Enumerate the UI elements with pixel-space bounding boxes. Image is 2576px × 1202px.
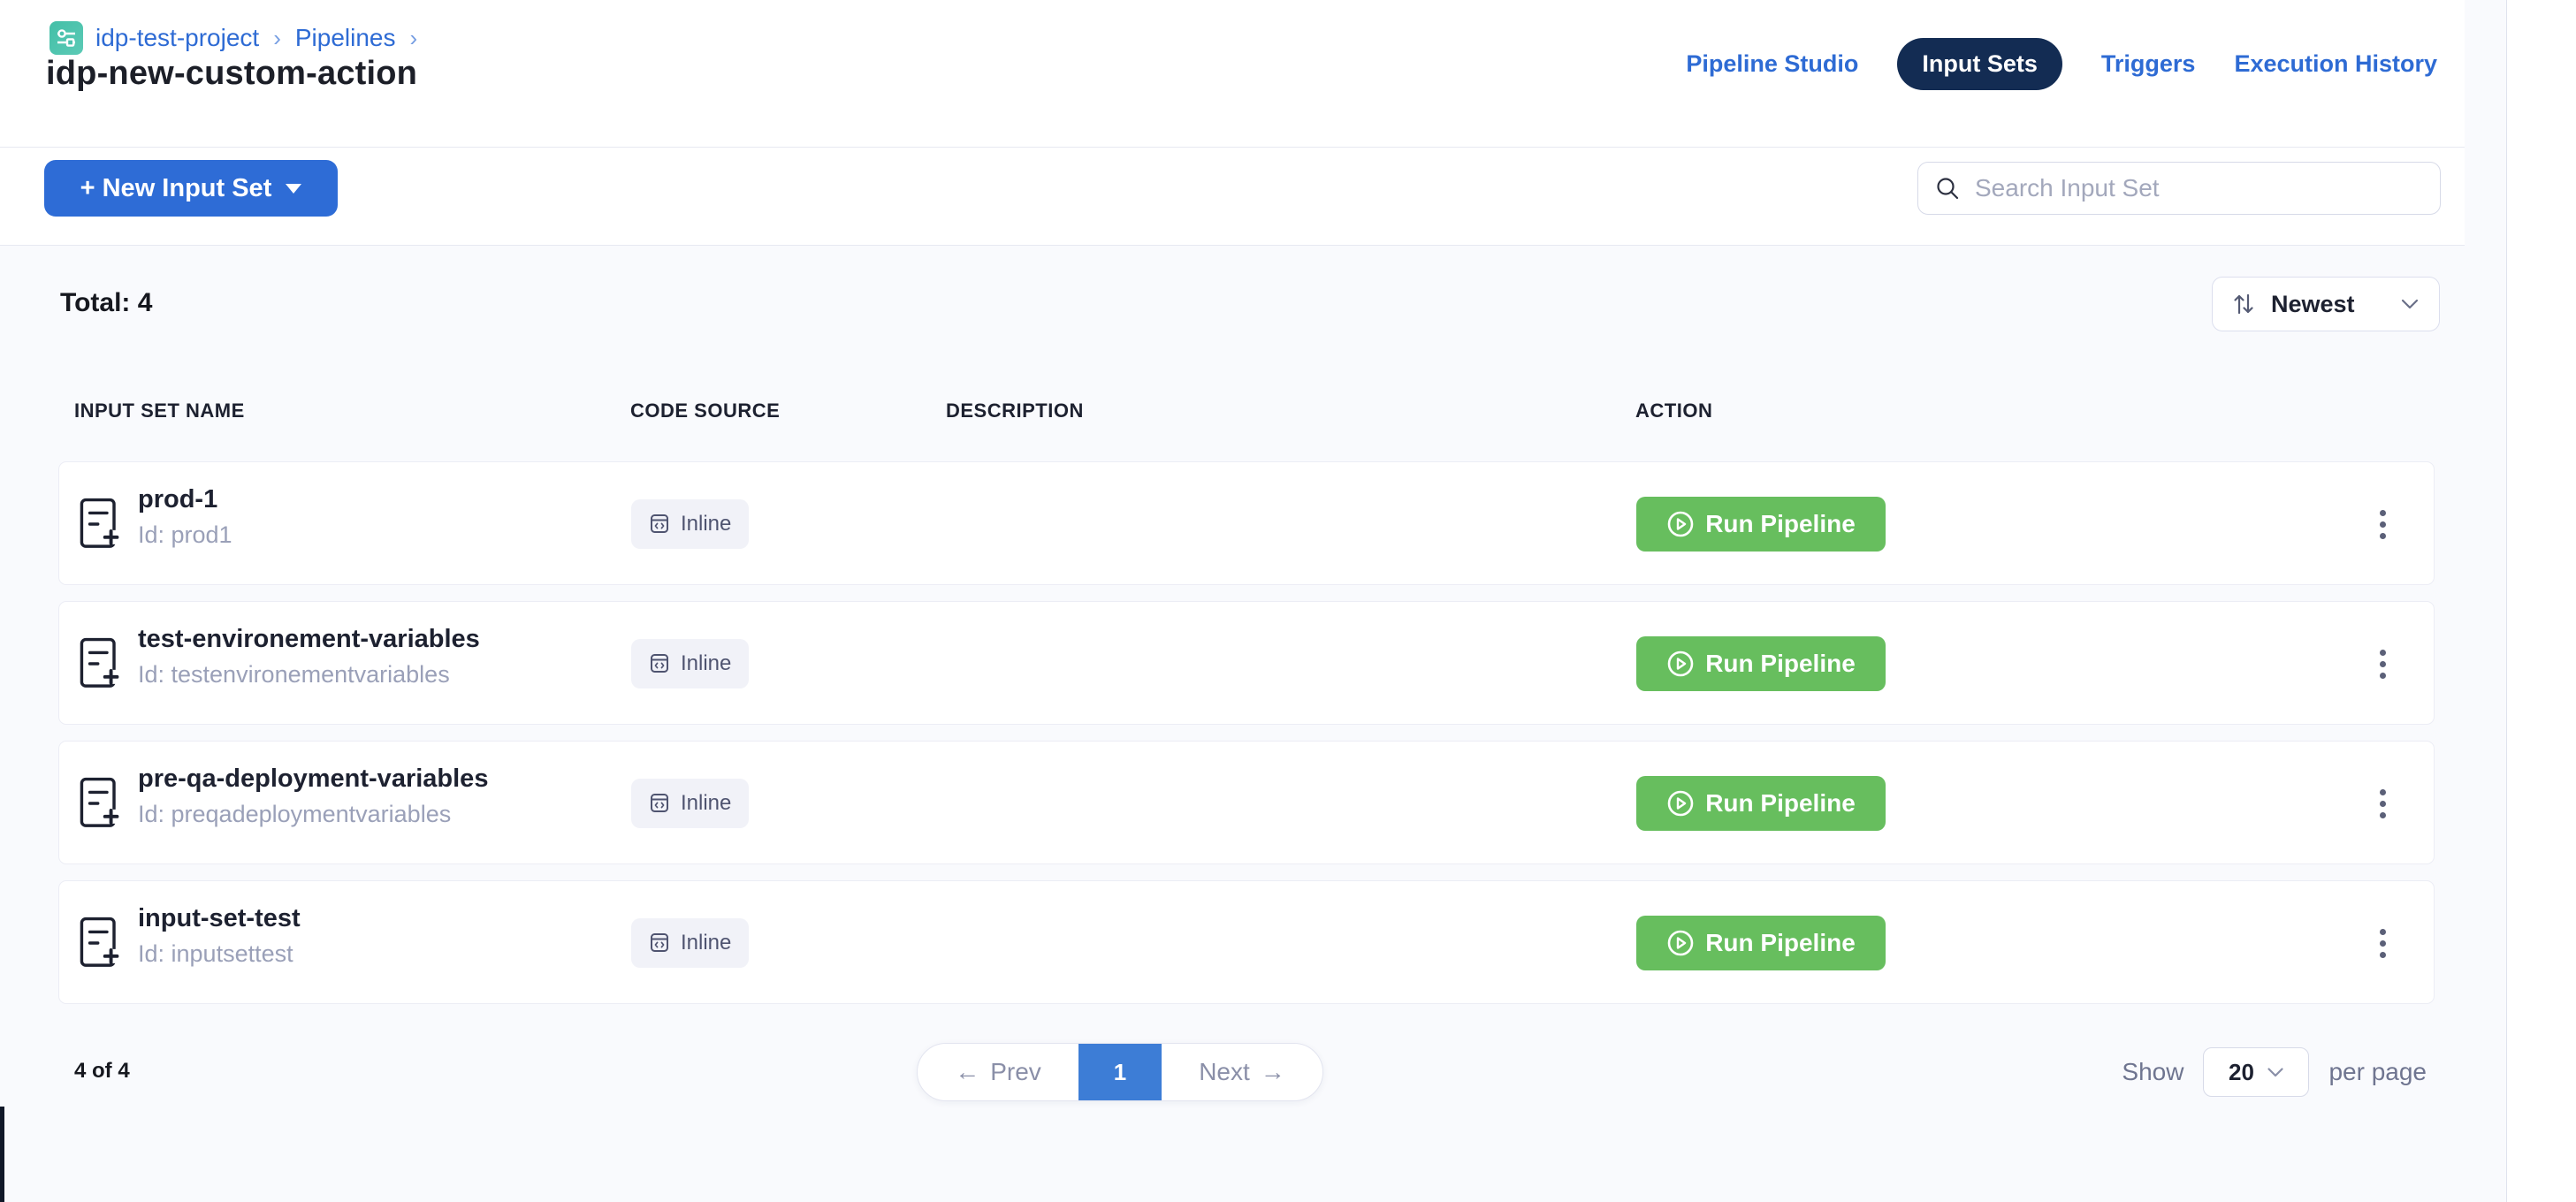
- play-circle-icon: [1667, 650, 1694, 677]
- tab-pipeline-studio[interactable]: Pipeline Studio: [1686, 49, 1859, 77]
- total-count: Total: 4: [60, 288, 153, 317]
- page-size-value: 20: [2228, 1058, 2254, 1085]
- input-set-name: test-environement-variables: [138, 625, 480, 653]
- show-label: Show: [2122, 1058, 2184, 1085]
- column-header-code-source: CODE SOURCE: [630, 399, 781, 422]
- table-header-row: INPUT SET NAME CODE SOURCE DESCRIPTION A…: [0, 399, 2507, 435]
- search-box: [1917, 162, 2441, 215]
- code-source-label: Inline: [681, 512, 732, 536]
- code-source-label: Inline: [681, 651, 732, 675]
- inline-store-icon: [651, 794, 668, 812]
- row-menu-button[interactable]: [2370, 503, 2395, 545]
- next-page-button[interactable]: Next →: [1162, 1044, 1322, 1100]
- input-set-name: prod-1: [138, 485, 218, 514]
- page-title: idp-new-custom-action: [46, 55, 418, 92]
- page-number-button[interactable]: 1: [1078, 1044, 1162, 1100]
- app-pane: idp-test-project › Pipelines › idp-new-c…: [0, 0, 2507, 1202]
- play-circle-icon: [1667, 511, 1694, 537]
- prev-label: Prev: [990, 1058, 1041, 1085]
- input-set-name-block: pre-qa-deployment-variables Id: preqadep…: [138, 765, 488, 828]
- column-header-description: DESCRIPTION: [946, 399, 1084, 422]
- chevron-right-icon: ›: [273, 24, 281, 51]
- input-set-name: input-set-test: [138, 904, 301, 932]
- input-set-name-block: input-set-test Id: inputsettest: [138, 904, 301, 968]
- pipeline-tabs: Pipeline Studio Input Sets Triggers Exec…: [1686, 37, 2437, 90]
- tab-execution-history[interactable]: Execution History: [2234, 49, 2437, 77]
- arrow-right-icon: →: [1260, 1058, 1285, 1085]
- sort-value: Newest: [2271, 290, 2355, 317]
- input-set-icon: [80, 777, 119, 827]
- run-pipeline-button[interactable]: Run Pipeline: [1636, 776, 1886, 831]
- run-pipeline-button[interactable]: Run Pipeline: [1636, 636, 1886, 691]
- pagination-range: 4 of 4: [74, 1059, 130, 1083]
- tab-triggers[interactable]: Triggers: [2100, 49, 2196, 77]
- page-size-select[interactable]: 20: [2203, 1047, 2310, 1097]
- column-header-action: ACTION: [1635, 399, 1713, 422]
- inline-store-icon: [651, 514, 668, 533]
- code-source-label: Inline: [681, 931, 732, 955]
- run-pipeline-button[interactable]: Run Pipeline: [1636, 497, 1886, 552]
- inline-store-icon: [651, 933, 668, 952]
- run-pipeline-label: Run Pipeline: [1705, 650, 1856, 677]
- breadcrumb-pipelines-link[interactable]: Pipelines: [294, 24, 396, 51]
- code-source-label: Inline: [681, 791, 732, 815]
- run-pipeline-button[interactable]: Run Pipeline: [1636, 916, 1886, 970]
- page-size-control: Show 20 per page: [2122, 1043, 2427, 1101]
- code-source-badge: Inline: [631, 918, 750, 968]
- input-set-id: Id: prod1: [138, 521, 232, 548]
- breadcrumb: idp-test-project › Pipelines ›: [50, 21, 419, 55]
- inline-store-icon: [651, 654, 668, 673]
- table-row[interactable]: test-environement-variables Id: testenvi…: [58, 601, 2435, 725]
- prev-page-button[interactable]: ← Prev: [918, 1044, 1078, 1100]
- play-circle-icon: [1667, 790, 1694, 817]
- header-divider: [0, 147, 2465, 148]
- column-header-input-set-name: INPUT SET NAME: [74, 399, 245, 422]
- new-input-set-label: + New Input Set: [80, 173, 272, 202]
- breadcrumb-project-link[interactable]: idp-test-project: [95, 24, 260, 51]
- code-source-badge: Inline: [631, 779, 750, 828]
- table-row[interactable]: prod-1 Id: prod1 Inline Run Pipeline: [58, 461, 2435, 585]
- input-set-name-block: prod-1 Id: prod1: [138, 485, 232, 549]
- next-label: Next: [1199, 1058, 1250, 1085]
- sort-arrows-icon: [2234, 293, 2253, 315]
- pipeline-logo-icon: [50, 21, 83, 55]
- chevron-right-icon: ›: [409, 24, 418, 51]
- search-input[interactable]: [1975, 174, 2424, 202]
- chevron-down-icon: [2267, 1067, 2283, 1076]
- per-page-label: per page: [2328, 1058, 2427, 1085]
- table-row[interactable]: input-set-test Id: inputsettest Inline R…: [58, 880, 2435, 1004]
- row-menu-button[interactable]: [2370, 643, 2395, 685]
- input-set-icon: [80, 917, 119, 967]
- code-source-badge: Inline: [631, 499, 750, 549]
- new-input-set-button[interactable]: + New Input Set: [44, 160, 338, 217]
- search-icon: [1937, 178, 1959, 200]
- input-set-icon: [80, 498, 119, 548]
- input-set-id: Id: preqadeploymentvariables: [138, 801, 452, 827]
- run-pipeline-label: Run Pipeline: [1705, 929, 1856, 956]
- arrow-left-icon: ←: [955, 1058, 980, 1085]
- code-source-badge: Inline: [631, 639, 750, 688]
- input-set-name-block: test-environement-variables Id: testenvi…: [138, 625, 480, 688]
- pagination: ← Prev 1 Next →: [917, 1043, 1323, 1101]
- run-pipeline-label: Run Pipeline: [1705, 510, 1856, 537]
- play-circle-icon: [1667, 930, 1694, 956]
- input-set-id: Id: testenvironementvariables: [138, 661, 450, 688]
- caret-down-icon: [286, 183, 302, 194]
- input-set-icon: [80, 637, 119, 688]
- table-row[interactable]: pre-qa-deployment-variables Id: preqadep…: [58, 741, 2435, 864]
- row-menu-button[interactable]: [2370, 922, 2395, 964]
- row-menu-button[interactable]: [2370, 782, 2395, 825]
- sort-dropdown[interactable]: Newest: [2212, 277, 2440, 331]
- chevron-down-icon: [2401, 299, 2419, 309]
- input-set-id: Id: inputsettest: [138, 940, 293, 967]
- left-edge-sliver: [0, 1107, 4, 1202]
- run-pipeline-label: Run Pipeline: [1705, 789, 1856, 817]
- tab-input-sets[interactable]: Input Sets: [1897, 37, 2062, 90]
- input-set-name: pre-qa-deployment-variables: [138, 765, 489, 793]
- toolbar-divider: [0, 245, 2465, 246]
